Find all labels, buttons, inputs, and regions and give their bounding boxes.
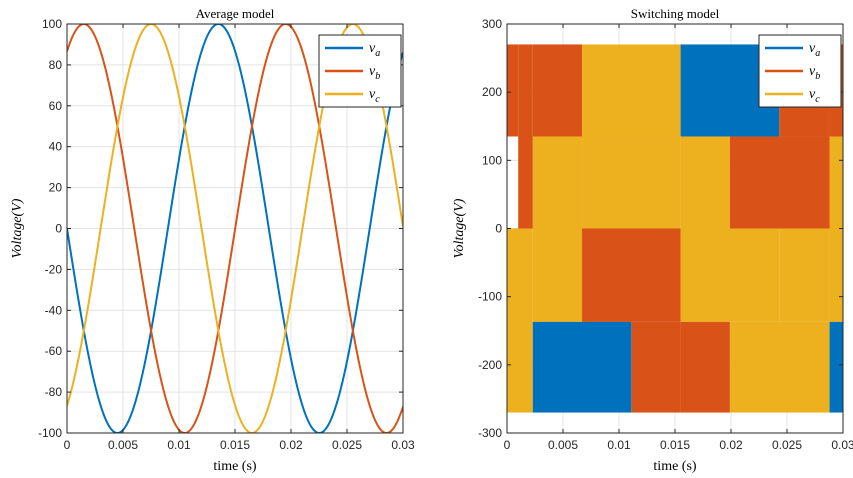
x-tick-label: 0.015 [220, 438, 250, 452]
y-tick-label: 0 [55, 222, 62, 236]
y-tick-label: 100 [482, 153, 502, 167]
series-block-v-a [532, 321, 632, 413]
series-block-v-b [532, 44, 583, 137]
series-block-v-b [680, 321, 730, 413]
legend-label-v-c: vc [809, 87, 820, 105]
y-tick-label: 60 [49, 99, 63, 113]
y-tick-label: -200 [478, 358, 502, 372]
y-tick-label: -100 [478, 290, 502, 304]
x-tick-label: 0.01 [607, 438, 631, 452]
switching-model-chart: 0 0.005 0.01 0.015 0.02 0.025 0.03 -300 -200 -100… [452, 6, 853, 474]
series-block-v-c [582, 44, 681, 137]
series-block-v-c [680, 228, 780, 322]
x-tick-label: 0.025 [772, 438, 802, 452]
y-tick-label: 200 [482, 85, 502, 99]
series-block-v-b [729, 136, 830, 229]
series-block-v-c [532, 136, 583, 229]
legend: va vb vc [318, 34, 402, 108]
x-tick-label: 0.015 [660, 438, 690, 452]
legend-label-v-a: va [369, 41, 380, 59]
legend-label-v-c: vc [369, 87, 380, 105]
legend-label-v-b: vb [369, 64, 380, 82]
legend: va vb vc [758, 34, 842, 108]
series-block-v-c [779, 228, 830, 322]
series-block-v-b [631, 321, 681, 413]
y-tick-label: -80 [45, 385, 63, 399]
chart-title: Switching model [631, 6, 720, 21]
y-tick-label: -300 [478, 426, 502, 440]
average-model-chart: 0 0.005 0.01 0.015 0.02 0.025 0.03 -100 -80 -60 -4… [10, 6, 415, 474]
x-tick-label: 0.02 [279, 438, 303, 452]
y-tick-label: 20 [49, 181, 63, 195]
series-block-v-b [582, 228, 681, 322]
series-block-v-a [829, 321, 843, 413]
y-tick-label: 100 [42, 17, 62, 31]
series-block-v-b [518, 44, 533, 229]
y-tick-label: -60 [45, 344, 63, 358]
y-tick-label: -100 [38, 426, 62, 440]
series-block-v-c [729, 321, 830, 413]
y-tick-label: 0 [495, 222, 502, 236]
y-tick-label: -40 [45, 303, 63, 317]
x-tick-label: 0.02 [719, 438, 743, 452]
x-tick-label: 0 [504, 438, 511, 452]
x-tick-label: 0.005 [108, 438, 138, 452]
x-tick-label: 0.03 [831, 438, 853, 452]
series-block-v-c [680, 136, 730, 229]
series-line-v-b [67, 24, 403, 433]
series-block-v-c [582, 136, 681, 229]
series-block-v-c [507, 228, 533, 413]
y-tick-label: 300 [482, 17, 502, 31]
y-axis-label: Voltage(V) [10, 198, 25, 258]
legend-label-v-a: va [809, 41, 820, 59]
x-axis-label: time (s) [213, 459, 256, 474]
legend-label-v-b: vb [809, 64, 820, 82]
x-tick-label: 0.005 [548, 438, 578, 452]
x-axis-label: time (s) [653, 459, 696, 474]
chart-title: Average model [196, 6, 275, 21]
y-tick-label: -20 [45, 262, 63, 276]
series-block-v-b [507, 44, 519, 137]
x-tick-label: 0.03 [391, 438, 415, 452]
y-tick-label: 40 [49, 140, 63, 154]
x-tick-label: 0.025 [332, 438, 362, 452]
x-tick-label: 0.01 [167, 438, 191, 452]
y-axis-label: Voltage(V) [452, 198, 467, 258]
y-tick-label: 80 [49, 58, 63, 72]
x-tick-label: 0 [64, 438, 71, 452]
